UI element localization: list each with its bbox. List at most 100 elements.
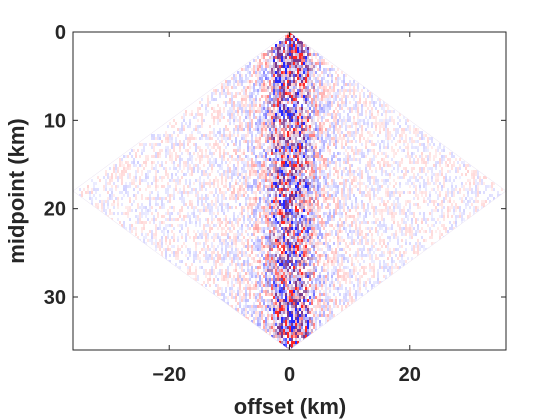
heatmap-cell bbox=[157, 245, 159, 248]
heatmap-cell bbox=[237, 119, 239, 122]
heatmap-cell bbox=[301, 116, 303, 119]
heatmap-cell bbox=[273, 302, 275, 305]
heatmap-cell bbox=[239, 146, 241, 149]
heatmap-cell bbox=[157, 155, 159, 158]
heatmap-cell bbox=[277, 284, 279, 287]
heatmap-cell bbox=[203, 230, 205, 233]
heatmap-cell bbox=[277, 245, 279, 248]
heatmap-cell bbox=[201, 122, 203, 125]
heatmap-cell bbox=[307, 110, 309, 113]
heatmap-cell bbox=[319, 80, 321, 83]
heatmap-cell bbox=[315, 251, 317, 254]
heatmap-cell bbox=[237, 80, 239, 83]
heatmap-cell bbox=[303, 251, 305, 254]
heatmap-cell bbox=[227, 167, 229, 170]
heatmap-cell bbox=[245, 95, 247, 98]
heatmap-cell bbox=[235, 281, 237, 284]
heatmap-cell bbox=[181, 197, 183, 200]
heatmap-cell bbox=[269, 305, 271, 308]
heatmap-cell bbox=[279, 293, 281, 296]
heatmap-cell bbox=[305, 74, 307, 77]
heatmap-cell bbox=[275, 266, 277, 269]
heatmap-cell bbox=[229, 131, 231, 134]
heatmap-cell bbox=[161, 239, 163, 242]
heatmap-cell bbox=[325, 158, 327, 161]
heatmap-cell bbox=[325, 254, 327, 257]
heatmap-cell bbox=[145, 215, 147, 218]
heatmap-cell bbox=[305, 62, 307, 65]
heatmap-cell bbox=[257, 179, 259, 182]
heatmap-cell bbox=[239, 116, 241, 119]
heatmap-cell bbox=[289, 89, 291, 92]
heatmap-cell bbox=[269, 308, 271, 311]
heatmap-cell bbox=[277, 182, 279, 185]
heatmap-cell bbox=[269, 92, 271, 95]
heatmap-cell bbox=[277, 167, 279, 170]
heatmap-cell bbox=[195, 248, 197, 251]
heatmap-cell bbox=[269, 302, 271, 305]
heatmap-cell bbox=[303, 80, 305, 83]
heatmap-cell bbox=[299, 158, 301, 161]
heatmap-cell bbox=[303, 302, 305, 305]
heatmap-cell bbox=[321, 92, 323, 95]
heatmap-cell bbox=[315, 77, 317, 80]
heatmap-cell bbox=[217, 179, 219, 182]
heatmap-cell bbox=[253, 245, 255, 248]
heatmap-cell bbox=[227, 164, 229, 167]
heatmap-cell bbox=[233, 131, 235, 134]
heatmap-cell bbox=[277, 326, 279, 329]
heatmap-cell bbox=[261, 131, 263, 134]
heatmap-cell bbox=[179, 230, 181, 233]
heatmap-cell bbox=[221, 227, 223, 230]
heatmap-cell bbox=[311, 323, 313, 326]
heatmap-cell bbox=[231, 287, 233, 290]
heatmap-cell bbox=[245, 86, 247, 89]
heatmap-cell bbox=[125, 170, 127, 173]
heatmap-cell bbox=[205, 230, 207, 233]
heatmap-cell bbox=[265, 272, 267, 275]
heatmap-cell bbox=[159, 197, 161, 200]
heatmap-cell bbox=[273, 152, 275, 155]
heatmap-cell bbox=[249, 203, 251, 206]
heatmap-cell bbox=[253, 104, 255, 107]
heatmap-cell bbox=[305, 176, 307, 179]
heatmap-cell bbox=[281, 272, 283, 275]
heatmap-cell bbox=[281, 317, 283, 320]
heatmap-cell bbox=[263, 329, 265, 332]
heatmap-cell bbox=[281, 107, 283, 110]
heatmap-cell bbox=[165, 239, 167, 242]
heatmap-cell bbox=[245, 68, 247, 71]
heatmap-cell bbox=[231, 107, 233, 110]
heatmap-cell bbox=[311, 134, 313, 137]
heatmap-cell bbox=[239, 302, 241, 305]
heatmap-cell bbox=[259, 62, 261, 65]
heatmap-cell bbox=[217, 284, 219, 287]
heatmap-cell bbox=[277, 140, 279, 143]
heatmap-cell bbox=[237, 101, 239, 104]
heatmap-cell bbox=[251, 248, 253, 251]
heatmap-cell bbox=[297, 122, 299, 125]
heatmap-cell bbox=[197, 107, 199, 110]
heatmap-cell bbox=[317, 137, 319, 140]
heatmap-cell bbox=[319, 221, 321, 224]
heatmap-cell bbox=[289, 56, 291, 59]
heatmap-cell bbox=[279, 221, 281, 224]
heatmap-cell bbox=[313, 101, 315, 104]
heatmap-cell bbox=[179, 128, 181, 131]
heatmap-cell bbox=[267, 146, 269, 149]
heatmap-cell bbox=[233, 107, 235, 110]
heatmap-cell bbox=[217, 116, 219, 119]
heatmap-cell bbox=[301, 83, 303, 86]
heatmap-cell bbox=[285, 218, 287, 221]
heatmap-cell bbox=[173, 125, 175, 128]
heatmap-cell bbox=[279, 281, 281, 284]
heatmap-cell bbox=[325, 239, 327, 242]
heatmap-cell bbox=[275, 290, 277, 293]
heatmap-cell bbox=[269, 149, 271, 152]
heatmap-cell bbox=[307, 254, 309, 257]
heatmap-cell bbox=[315, 149, 317, 152]
heatmap-cell bbox=[293, 266, 295, 269]
heatmap-cell bbox=[293, 245, 295, 248]
heatmap-cell bbox=[323, 62, 325, 65]
heatmap-cell bbox=[195, 191, 197, 194]
